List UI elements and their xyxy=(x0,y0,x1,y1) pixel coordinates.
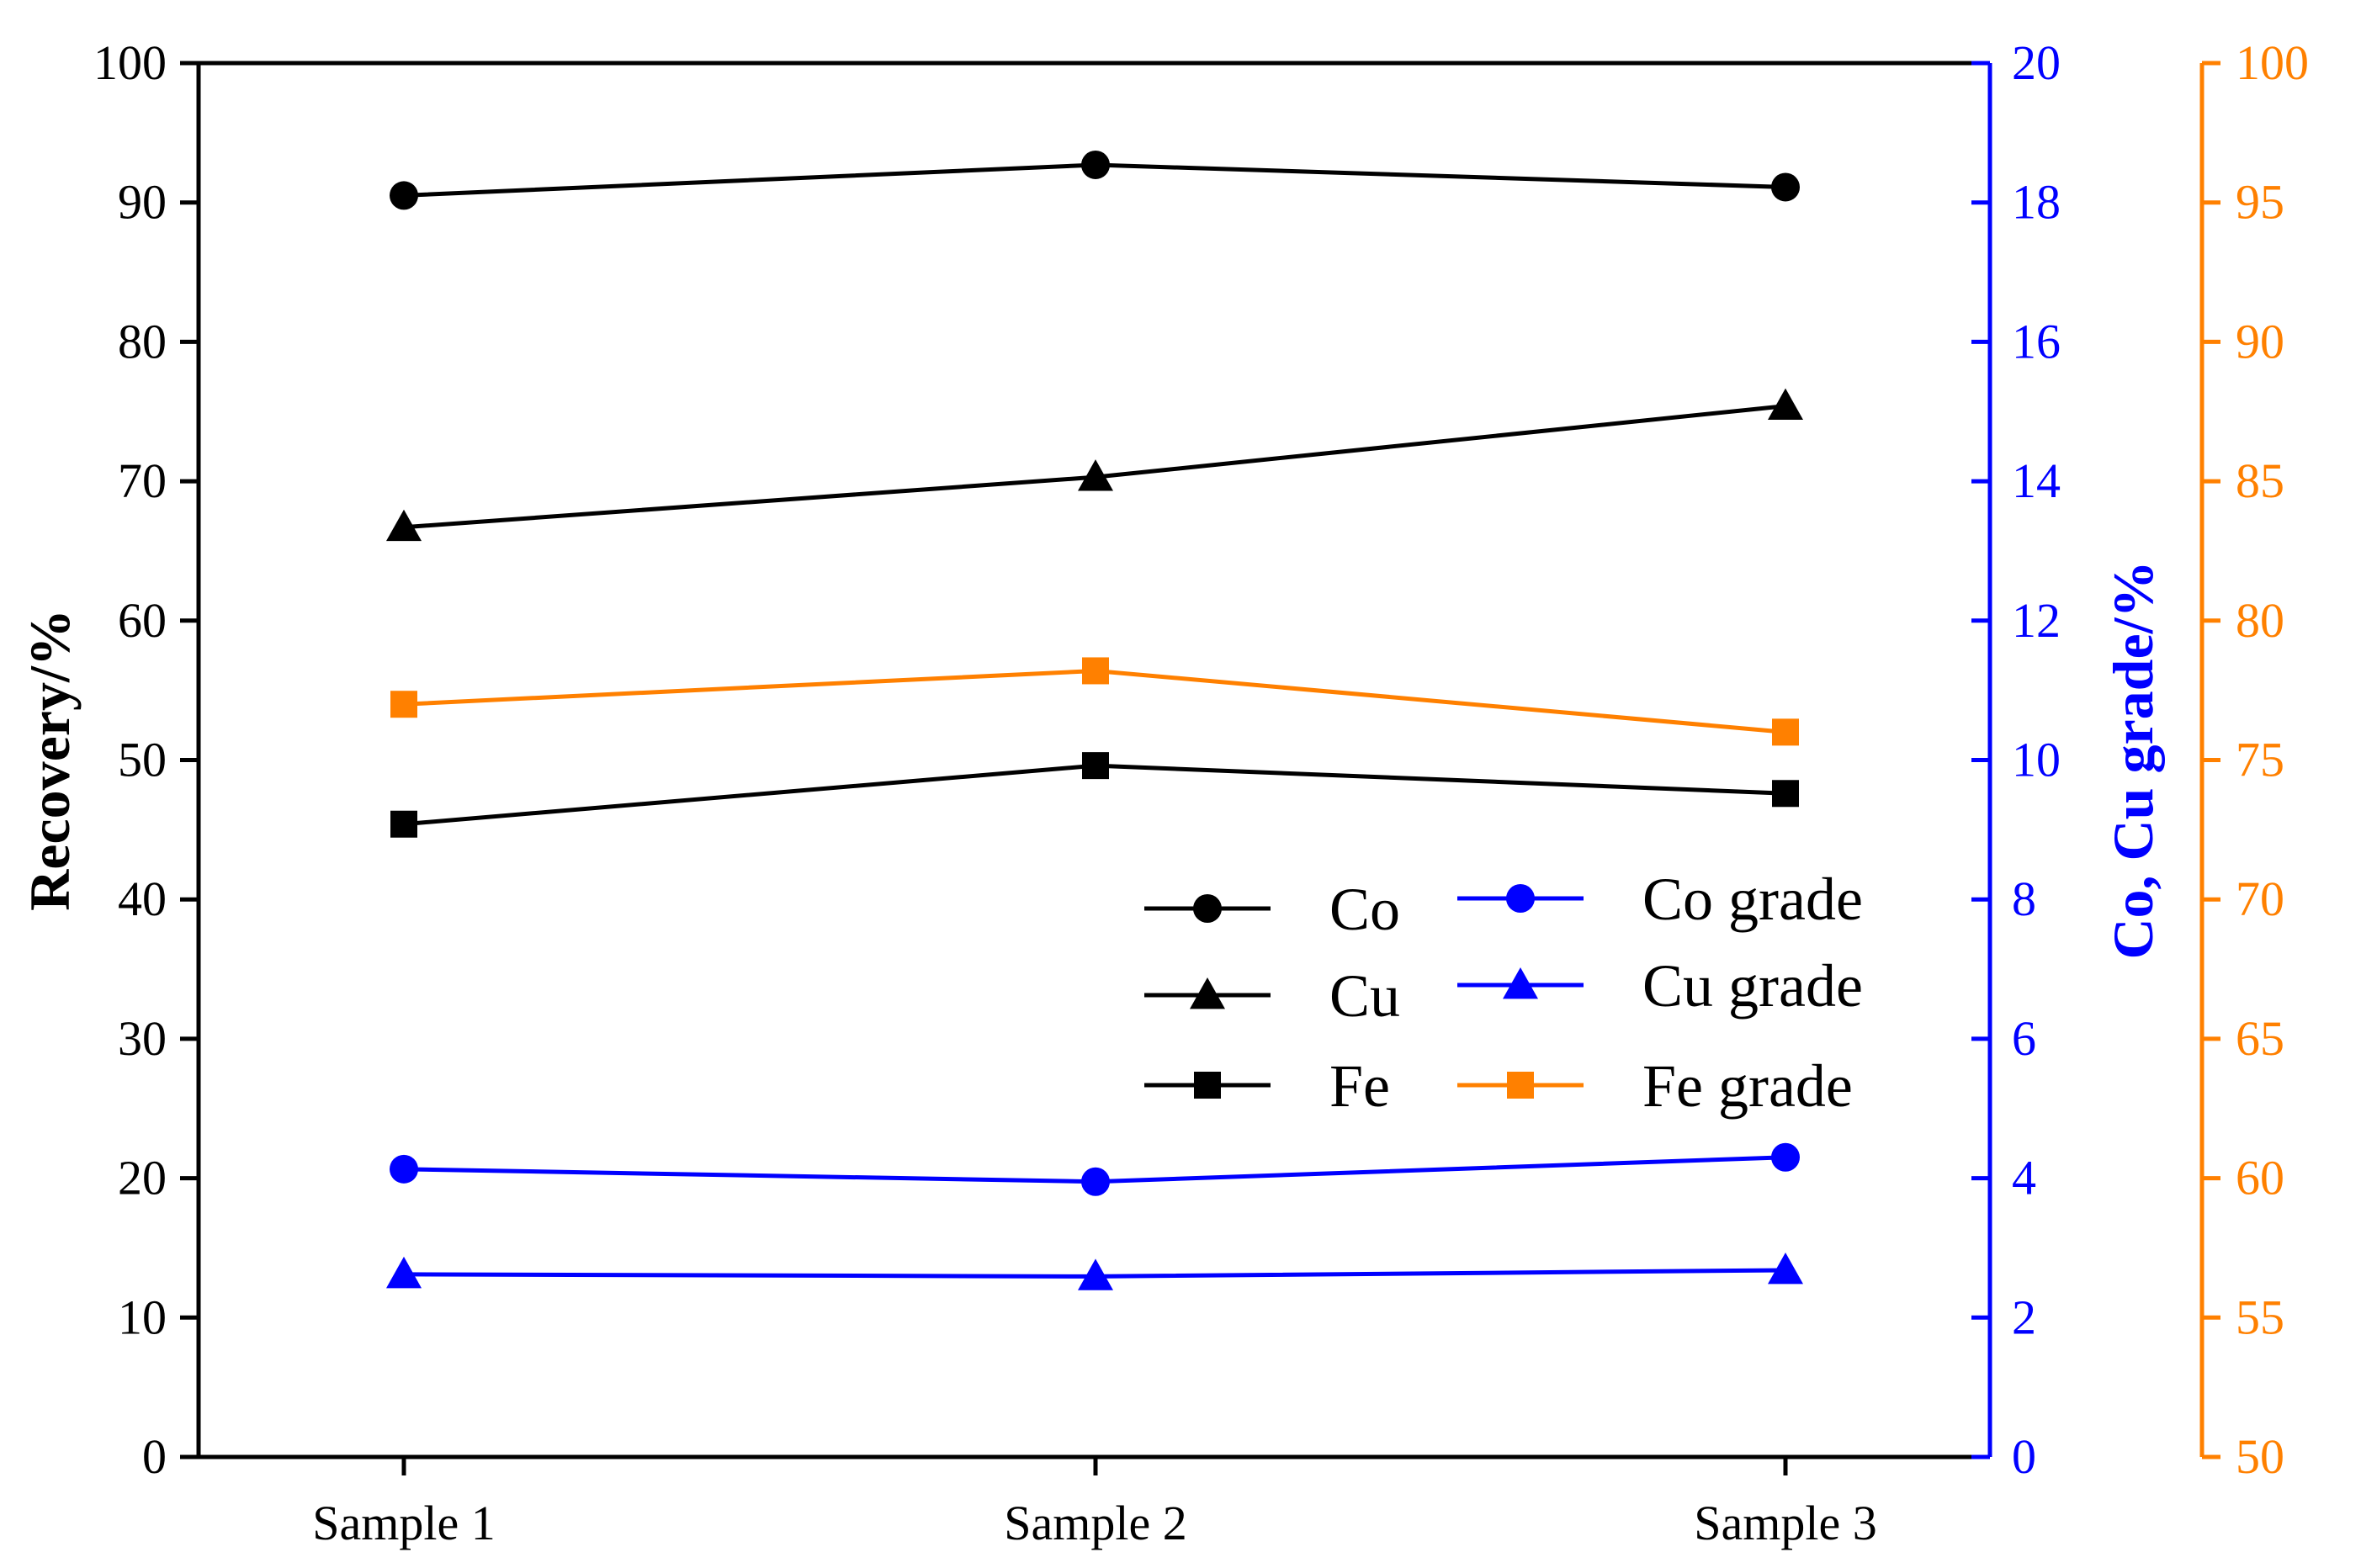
left-tick-label: 60 xyxy=(118,593,167,648)
right-2-tick-label: 95 xyxy=(2236,175,2284,230)
legend-label: Fe grade xyxy=(1642,1052,1853,1120)
right-2-tick-label: 85 xyxy=(2236,453,2284,508)
right-1-tick-label: 14 xyxy=(2012,453,2061,508)
legend-item-fe: Fe xyxy=(1144,1052,1390,1120)
left-tick-label: 10 xyxy=(118,1290,167,1344)
right-1-tick-label: 20 xyxy=(2012,35,2061,90)
series-cu-grade xyxy=(386,1252,1803,1290)
axes-layer: 0 10 20 30 40 50 60 70 80 90 100 0 2 4 6 8 10 12 14 16 18 20 5… xyxy=(18,35,2309,1550)
data-point-cu xyxy=(386,509,422,542)
left-tick-label: 80 xyxy=(118,314,167,368)
data-point-fe-grade xyxy=(390,691,417,718)
left-tick-label: 0 xyxy=(142,1429,167,1484)
data-point-co xyxy=(390,181,418,210)
right-1-tick-label: 0 xyxy=(2012,1429,2036,1484)
legend-label: Cu xyxy=(1329,962,1400,1030)
series-co xyxy=(390,150,1800,210)
data-point-fe xyxy=(1772,780,1799,808)
left-tick-label: 20 xyxy=(118,1151,167,1205)
series-cu xyxy=(386,388,1803,542)
right-1-tick-label: 6 xyxy=(2012,1011,2036,1066)
right-1-tick-label: 2 xyxy=(2012,1290,2036,1344)
legend: Co Cu Fe Co grade Cu grade Fe grade xyxy=(1144,866,1863,1120)
legend-marker-co-grade xyxy=(1506,884,1535,913)
legend-label: Cu grade xyxy=(1642,952,1863,1020)
data-point-co xyxy=(1081,150,1110,179)
data-point-cu-grade xyxy=(1078,1258,1113,1290)
legend-label: Co xyxy=(1329,876,1400,943)
data-point-co-grade xyxy=(390,1154,418,1184)
right-1-tick-label: 4 xyxy=(2012,1151,2036,1205)
legend-marker-cu-grade xyxy=(1503,967,1538,999)
y-right-axis-title: Co, Cu grade/% xyxy=(2101,560,2165,959)
y-left-axis-title: Recovery/% xyxy=(18,609,82,911)
legend-item-cu-grade: Cu grade xyxy=(1457,952,1863,1020)
legend-marker-fe xyxy=(1194,1072,1221,1099)
series-co-grade xyxy=(390,1142,1800,1196)
left-tick-label: 40 xyxy=(118,871,167,926)
left-tick-label: 50 xyxy=(118,733,167,787)
right-2-tick-label: 65 xyxy=(2236,1011,2284,1066)
right-2-tick-label: 75 xyxy=(2236,733,2284,787)
right-2-tick-label: 100 xyxy=(2236,35,2309,90)
right-1-tick-label: 16 xyxy=(2012,314,2061,368)
left-tick-label: 30 xyxy=(118,1011,167,1066)
legend-item-fe-grade: Fe grade xyxy=(1457,1052,1853,1120)
right-2-tick-label: 70 xyxy=(2236,871,2284,926)
legend-marker-cu xyxy=(1190,977,1225,1009)
right-2-tick-label: 60 xyxy=(2236,1151,2284,1205)
data-point-cu xyxy=(1768,388,1803,421)
legend-marker-fe-grade xyxy=(1507,1072,1534,1099)
legend-label: Co grade xyxy=(1642,866,1863,933)
data-point-co xyxy=(1771,172,1800,202)
series-layer xyxy=(386,150,1803,1290)
left-tick-label: 90 xyxy=(118,175,167,230)
right-1-tick-label: 10 xyxy=(2012,733,2061,787)
data-point-co-grade xyxy=(1081,1167,1110,1196)
data-point-fe-grade xyxy=(1772,718,1799,746)
data-point-fe-grade xyxy=(1082,657,1109,685)
right-1-tick-label: 8 xyxy=(2012,871,2036,926)
series-fe xyxy=(390,752,1799,838)
data-point-fe xyxy=(390,810,417,838)
right-2-tick-label: 50 xyxy=(2236,1429,2284,1484)
x-tick-label: Sample 3 xyxy=(1694,1496,1876,1550)
left-tick-label: 100 xyxy=(93,35,167,90)
data-point-cu xyxy=(1078,459,1113,491)
left-tick-label: 70 xyxy=(118,453,167,508)
legend-item-co: Co xyxy=(1144,876,1400,943)
right-1-tick-label: 12 xyxy=(2012,593,2061,648)
data-point-fe xyxy=(1082,752,1109,780)
right-2-tick-label: 55 xyxy=(2236,1290,2284,1344)
right-2-tick-label: 90 xyxy=(2236,314,2284,368)
x-tick-label: Sample 2 xyxy=(1004,1496,1186,1550)
data-point-co-grade xyxy=(1771,1142,1800,1172)
legend-item-cu: Cu xyxy=(1144,962,1400,1030)
data-point-cu-grade xyxy=(386,1256,422,1289)
x-tick-label: Sample 1 xyxy=(312,1496,495,1550)
legend-item-co-grade: Co grade xyxy=(1457,866,1863,933)
right-2-tick-label: 80 xyxy=(2236,593,2284,648)
legend-label: Fe xyxy=(1329,1052,1390,1120)
series-fe-grade xyxy=(390,657,1799,746)
right-1-tick-label: 18 xyxy=(2012,175,2061,230)
legend-marker-co xyxy=(1193,894,1222,923)
data-point-cu-grade xyxy=(1768,1252,1803,1285)
